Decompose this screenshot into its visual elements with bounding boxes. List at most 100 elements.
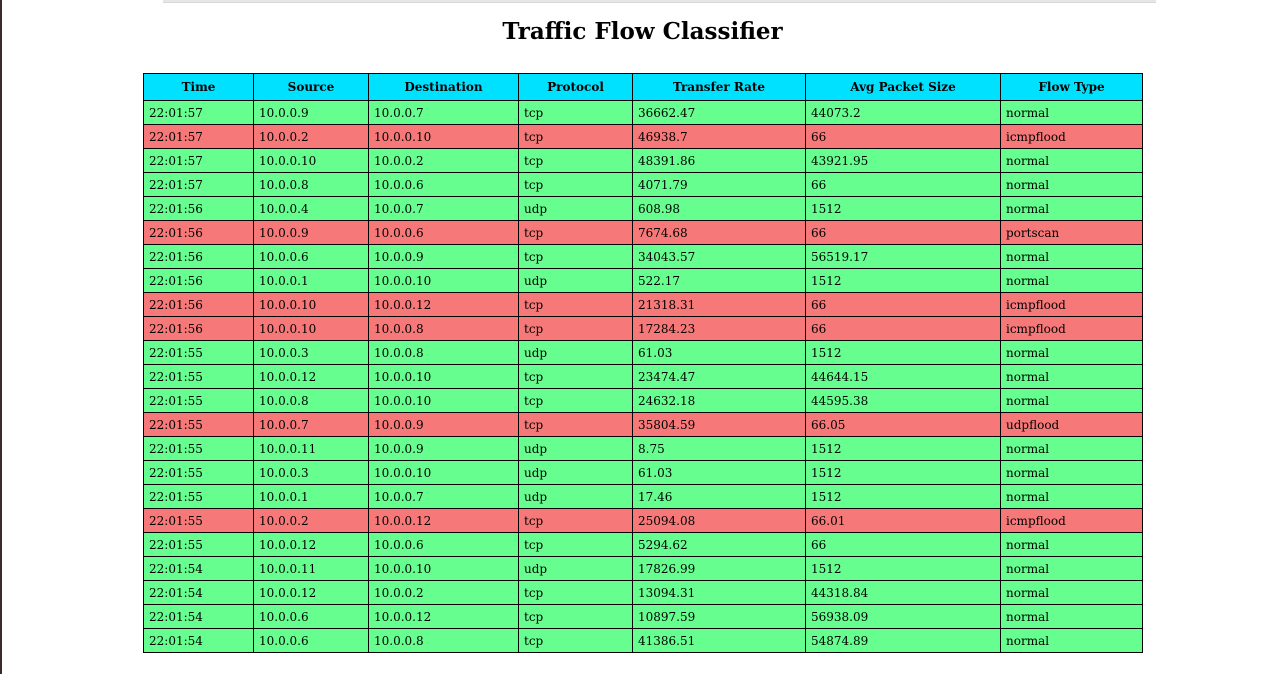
cell-destination: 10.0.0.9 — [368, 412, 519, 437]
cell-protocol: tcp — [518, 580, 633, 605]
cell-destination: 10.0.0.7 — [368, 196, 519, 221]
table-row: 22:01:54 10.0.0.6 10.0.0.12 tcp 10897.59 5693… — [143, 604, 1143, 629]
table-row: 22:01:56 10.0.0.1 10.0.0.10 udp 522.17 1512 no… — [143, 268, 1143, 293]
cell-source: 10.0.0.12 — [253, 580, 369, 605]
cell-destination: 10.0.0.6 — [368, 220, 519, 245]
cell-source: 10.0.0.4 — [253, 196, 369, 221]
cell-transfer-rate: 522.17 — [632, 268, 806, 293]
cell-transfer-rate: 21318.31 — [632, 292, 806, 317]
cell-destination: 10.0.0.9 — [368, 436, 519, 461]
cell-time: 22:01:56 — [143, 268, 254, 293]
cell-flow-type: icmpflood — [1000, 508, 1143, 533]
cell-protocol: tcp — [518, 364, 633, 389]
cell-source: 10.0.0.6 — [253, 604, 369, 629]
cell-avg-packet-size: 1512 — [805, 436, 1001, 461]
cell-time: 22:01:54 — [143, 604, 254, 629]
cell-time: 22:01:54 — [143, 556, 254, 581]
cell-source: 10.0.0.11 — [253, 436, 369, 461]
cell-avg-packet-size: 44073.2 — [805, 100, 1001, 125]
cell-protocol: tcp — [518, 508, 633, 533]
cell-protocol: tcp — [518, 172, 633, 197]
cell-transfer-rate: 35804.59 — [632, 412, 806, 437]
cell-flow-type: normal — [1000, 604, 1143, 629]
cell-source: 10.0.0.10 — [253, 316, 369, 341]
cell-transfer-rate: 61.03 — [632, 460, 806, 485]
cell-protocol: tcp — [518, 292, 633, 317]
cell-source: 10.0.0.8 — [253, 388, 369, 413]
cell-transfer-rate: 41386.51 — [632, 628, 806, 653]
cell-flow-type: icmpflood — [1000, 292, 1143, 317]
cell-avg-packet-size: 56519.17 — [805, 244, 1001, 269]
cell-transfer-rate: 5294.62 — [632, 532, 806, 557]
cell-time: 22:01:55 — [143, 508, 254, 533]
cell-transfer-rate: 8.75 — [632, 436, 806, 461]
cell-destination: 10.0.0.12 — [368, 292, 519, 317]
cell-source: 10.0.0.10 — [253, 148, 369, 173]
cell-avg-packet-size: 44318.84 — [805, 580, 1001, 605]
table-row: 22:01:57 10.0.0.2 10.0.0.10 tcp 46938.7 66 icm… — [143, 124, 1143, 149]
cell-protocol: tcp — [518, 244, 633, 269]
cell-time: 22:01:55 — [143, 532, 254, 557]
table-row: 22:01:54 10.0.0.12 10.0.0.2 tcp 13094.31 4431… — [143, 580, 1143, 605]
table-row: 22:01:56 10.0.0.10 10.0.0.12 tcp 21318.31 66 i… — [143, 292, 1143, 317]
cell-time: 22:01:55 — [143, 364, 254, 389]
cell-time: 22:01:56 — [143, 196, 254, 221]
cell-flow-type: normal — [1000, 556, 1143, 581]
cell-time: 22:01:55 — [143, 436, 254, 461]
traffic-flow-table: Time Source Destination Protocol Transfe… — [143, 73, 1143, 653]
cell-avg-packet-size: 1512 — [805, 460, 1001, 485]
cell-flow-type: normal — [1000, 436, 1143, 461]
cell-flow-type: normal — [1000, 484, 1143, 509]
cell-avg-packet-size: 66 — [805, 316, 1001, 341]
cell-flow-type: normal — [1000, 268, 1143, 293]
cell-flow-type: normal — [1000, 628, 1143, 653]
table-row: 22:01:55 10.0.0.7 10.0.0.9 tcp 35804.59 66.05… — [143, 412, 1143, 437]
cell-flow-type: normal — [1000, 340, 1143, 365]
cell-protocol: tcp — [518, 388, 633, 413]
cell-avg-packet-size: 54874.89 — [805, 628, 1001, 653]
table-row: 22:01:55 10.0.0.3 10.0.0.8 udp 61.03 1512 norm… — [143, 340, 1143, 365]
cell-flow-type: normal — [1000, 388, 1143, 413]
cell-flow-type: normal — [1000, 460, 1143, 485]
cell-transfer-rate: 25094.08 — [632, 508, 806, 533]
column-header-time: Time — [143, 73, 254, 101]
cell-time: 22:01:55 — [143, 340, 254, 365]
cell-protocol: udp — [518, 460, 633, 485]
cell-protocol: tcp — [518, 412, 633, 437]
cell-avg-packet-size: 66 — [805, 124, 1001, 149]
cell-transfer-rate: 48391.86 — [632, 148, 806, 173]
cell-protocol: tcp — [518, 100, 633, 125]
table-row: 22:01:54 10.0.0.6 10.0.0.8 tcp 41386.51 54874… — [143, 628, 1143, 653]
cell-flow-type: normal — [1000, 172, 1143, 197]
cell-time: 22:01:57 — [143, 124, 254, 149]
table-row: 22:01:56 10.0.0.9 10.0.0.6 tcp 7674.68 66 port… — [143, 220, 1143, 245]
cell-flow-type: normal — [1000, 532, 1143, 557]
table-row: 22:01:57 10.0.0.9 10.0.0.7 tcp 36662.47 44073… — [143, 100, 1143, 125]
cell-avg-packet-size: 43921.95 — [805, 148, 1001, 173]
cell-source: 10.0.0.6 — [253, 244, 369, 269]
cell-flow-type: normal — [1000, 148, 1143, 173]
column-header-flow-type: Flow Type — [1000, 73, 1143, 101]
cell-source: 10.0.0.3 — [253, 460, 369, 485]
cell-destination: 10.0.0.10 — [368, 268, 519, 293]
table-row: 22:01:55 10.0.0.2 10.0.0.12 tcp 25094.08 66.0… — [143, 508, 1143, 533]
window-left-edge — [0, 0, 2, 674]
cell-source: 10.0.0.2 — [253, 124, 369, 149]
cell-time: 22:01:55 — [143, 484, 254, 509]
table-row: 22:01:55 10.0.0.11 10.0.0.9 udp 8.75 1512 norm… — [143, 436, 1143, 461]
cell-transfer-rate: 7674.68 — [632, 220, 806, 245]
cell-time: 22:01:56 — [143, 220, 254, 245]
cell-source: 10.0.0.2 — [253, 508, 369, 533]
cell-time: 22:01:55 — [143, 460, 254, 485]
cell-destination: 10.0.0.8 — [368, 628, 519, 653]
cell-protocol: udp — [518, 484, 633, 509]
cell-transfer-rate: 4071.79 — [632, 172, 806, 197]
table-row: 22:01:56 10.0.0.4 10.0.0.7 udp 608.98 1512 nor… — [143, 196, 1143, 221]
cell-destination: 10.0.0.8 — [368, 340, 519, 365]
cell-source: 10.0.0.3 — [253, 340, 369, 365]
cell-protocol: udp — [518, 268, 633, 293]
cell-time: 22:01:55 — [143, 388, 254, 413]
top-scroll-strip — [163, 0, 1156, 3]
cell-avg-packet-size: 56938.09 — [805, 604, 1001, 629]
cell-time: 22:01:57 — [143, 172, 254, 197]
